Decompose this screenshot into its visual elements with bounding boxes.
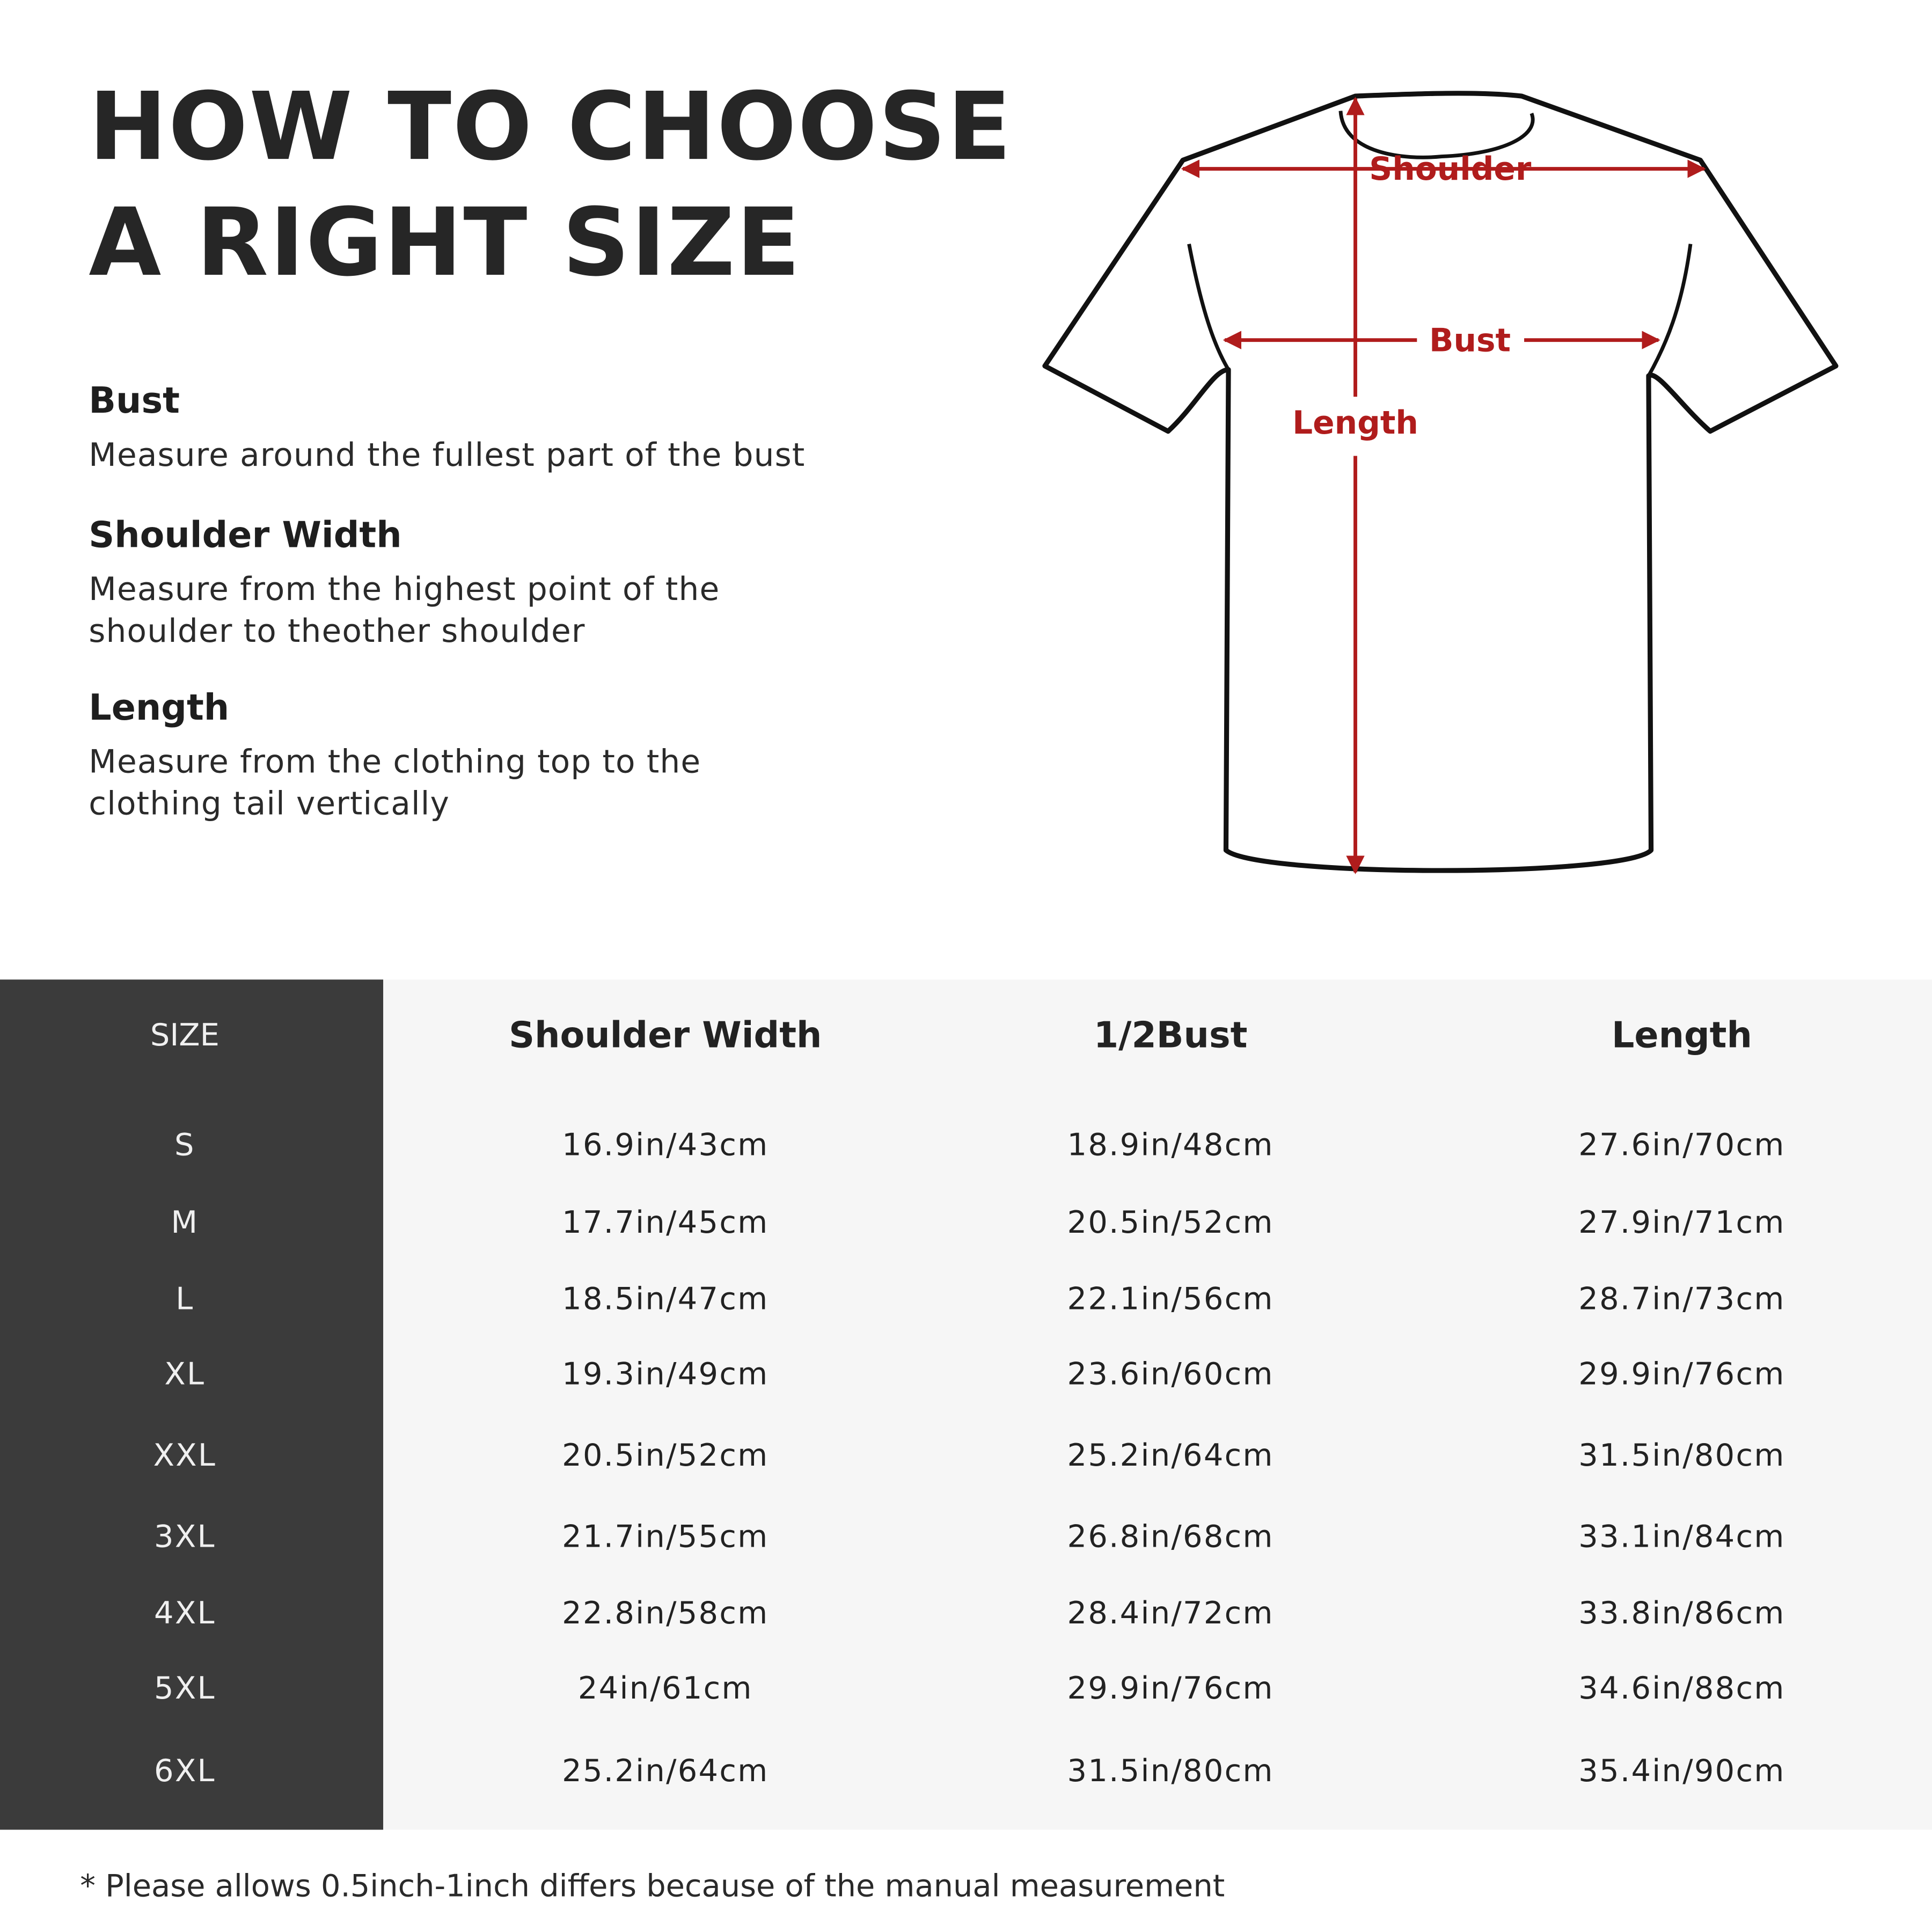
title-line-1: HOW TO CHOOSE [89,71,1013,181]
cell-half-bust: 22.1in/56cm [1067,1280,1274,1317]
cell-length: 35.4in/90cm [1578,1752,1785,1789]
cell-length: 28.7in/73cm [1578,1280,1785,1317]
cell-shoulder-width: 19.3in/49cm [562,1356,769,1392]
title-line-2: A RIGHT SIZE [89,187,802,297]
shoulder-heading: Shoulder Width [89,514,402,556]
shoulder-description-2: shoulder to theother shoulder [89,613,586,651]
bust-label: Bust [1429,322,1511,359]
length-description-1: Measure from the clothing top to the [89,744,701,781]
cell-size: L [175,1280,194,1317]
cell-length: 27.9in/71cm [1578,1204,1785,1240]
cell-shoulder-width: 22.8in/58cm [562,1595,769,1631]
cell-length: 33.8in/86cm [1578,1595,1785,1631]
cell-shoulder-width: 16.9in/43cm [562,1126,769,1163]
cell-half-bust: 31.5in/80cm [1067,1752,1274,1789]
shoulder-description-1: Measure from the highest point of the [89,572,720,609]
header-half-bust: 1/2Bust [1093,1014,1248,1056]
cell-length: 27.6in/70cm [1578,1126,1785,1163]
cell-half-bust: 29.9in/76cm [1067,1670,1274,1706]
bust-description: Measure around the fullest part of the b… [89,437,806,474]
cell-length: 29.9in/76cm [1578,1356,1785,1392]
cell-shoulder-width: 24in/61cm [577,1670,753,1706]
cell-size: S [174,1126,195,1163]
header-length: Length [1611,1014,1752,1056]
cell-size: 4XL [154,1595,216,1631]
cell-half-bust: 23.6in/60cm [1067,1356,1274,1392]
cell-length: 33.1in/84cm [1578,1518,1785,1555]
header-size: SIZE [150,1017,219,1053]
cell-half-bust: 28.4in/72cm [1067,1595,1274,1631]
cell-size: XL [164,1356,206,1392]
cell-size: XXL [153,1437,217,1473]
cell-shoulder-width: 20.5in/52cm [562,1437,769,1473]
length-heading: Length [89,686,230,728]
cell-half-bust: 26.8in/68cm [1067,1518,1274,1555]
cell-half-bust: 18.9in/48cm [1067,1126,1274,1163]
size-column [0,979,384,1830]
cell-shoulder-width: 17.7in/45cm [562,1204,769,1240]
tshirt-outline [1042,91,1839,873]
length-description-2: clothing tail vertically [89,786,450,823]
cell-shoulder-width: 18.5in/47cm [562,1280,769,1317]
cell-shoulder-width: 21.7in/55cm [562,1518,769,1555]
cell-size: 6XL [154,1752,216,1789]
cell-size: 5XL [154,1670,216,1706]
size-table [383,979,1932,1830]
bust-heading: Bust [89,379,180,422]
cell-half-bust: 25.2in/64cm [1067,1437,1274,1473]
cell-half-bust: 20.5in/52cm [1067,1204,1274,1240]
cell-length: 31.5in/80cm [1578,1437,1785,1473]
cell-shoulder-width: 25.2in/64cm [562,1752,769,1789]
cell-size: M [171,1204,199,1240]
length-label: Length [1292,405,1418,442]
tshirt-diagram: Shoulder Bust Length [1042,91,1839,874]
cell-length: 34.6in/88cm [1578,1670,1785,1706]
header-shoulder-width: Shoulder Width [509,1014,822,1056]
footnote: * Please allows 0.5inch-1inch differs be… [80,1868,1225,1904]
shoulder-label: Shoulder [1369,151,1532,188]
cell-size: 3XL [154,1518,216,1555]
